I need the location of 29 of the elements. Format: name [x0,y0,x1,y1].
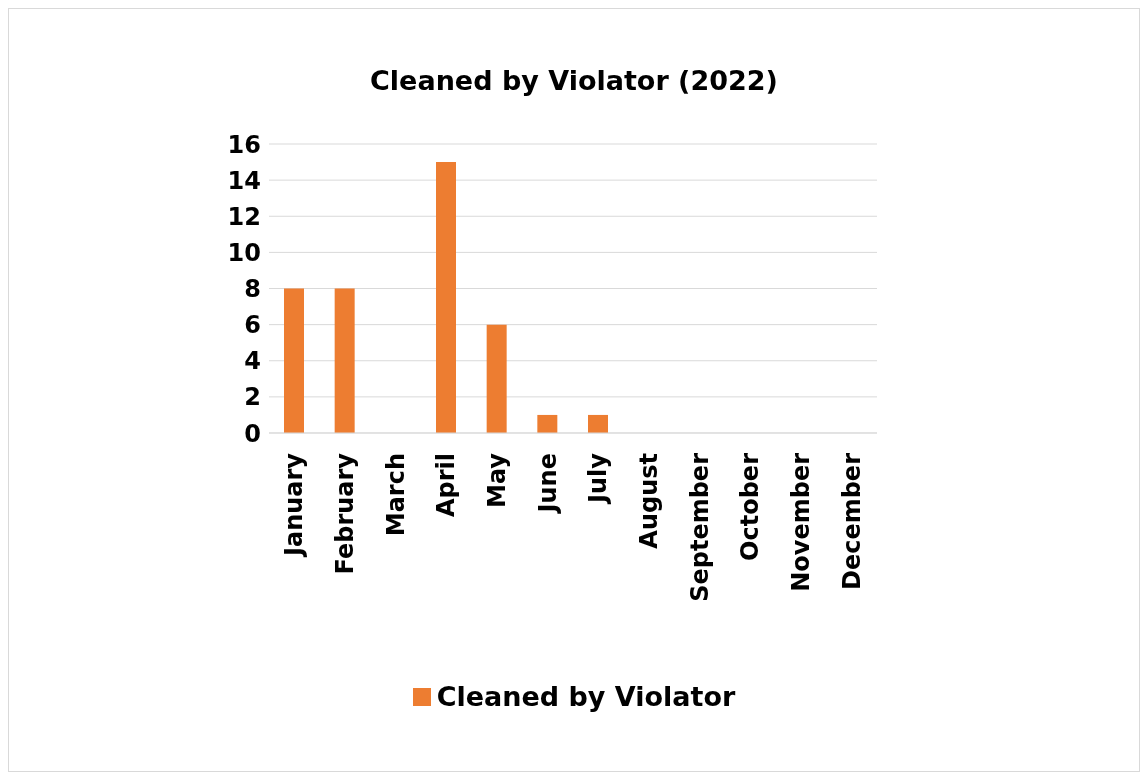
x-tick-label: August [635,453,663,549]
y-tick-label: 14 [227,166,261,195]
y-tick-label: 6 [244,311,261,340]
y-tick-label: 8 [244,275,261,304]
bar [537,414,558,433]
x-tick-label: July [584,452,613,505]
bar [486,324,507,433]
y-tick-label: 2 [244,383,261,412]
chart-title: Cleaned by Violator (2022) [369,65,779,96]
x-tick-label: April [432,453,461,518]
bar [588,414,608,433]
x-tick-label: November [787,452,815,592]
legend-label: Cleaned by Violator [436,681,736,712]
y-tick-label: 4 [244,347,261,376]
x-tick-label: January [280,452,309,558]
y-tick-label: 0 [244,419,261,448]
bar [436,162,456,433]
x-tick-label: September [685,452,714,602]
x-tick-label: June [533,453,562,515]
bar [334,288,355,433]
x-tick-label: October [736,452,765,561]
x-tick-label: May [483,452,511,508]
bar [284,288,304,433]
x-tick-label: February [331,452,359,575]
y-tick-label: 16 [227,130,261,159]
y-tick-label: 10 [227,238,261,267]
x-tick-label: March [381,453,410,537]
y-tick-label: 12 [227,202,261,231]
x-tick-label: December [837,452,866,591]
